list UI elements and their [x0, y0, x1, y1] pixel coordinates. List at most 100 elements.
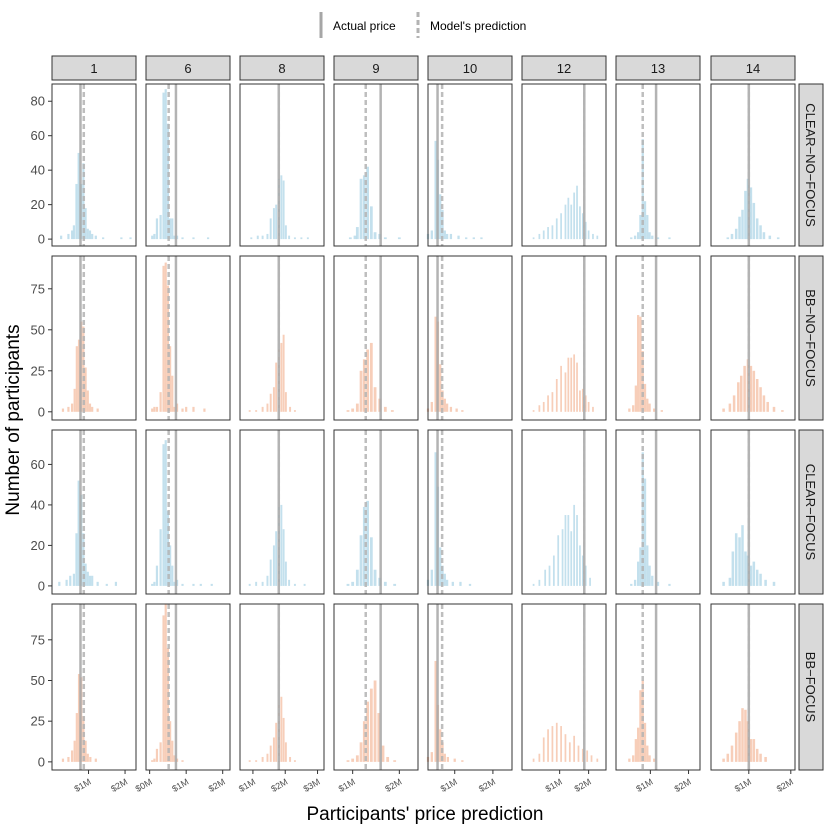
- histogram-bar: [151, 235, 154, 240]
- histogram-bar: [581, 388, 584, 412]
- x-tick-label: $2M: [109, 777, 129, 794]
- panel-background: [522, 256, 606, 420]
- histogram-bar: [551, 726, 554, 762]
- histogram-bar: [439, 547, 442, 586]
- x-tick-label: $0M: [134, 777, 154, 794]
- column-strip-10: [427, 55, 513, 81]
- histogram-bar: [293, 583, 296, 586]
- histogram-bar: [772, 581, 776, 586]
- histogram-bar: [355, 227, 359, 240]
- panel-border: [333, 429, 419, 595]
- histogram-bar: [261, 235, 264, 240]
- histogram-bar: [75, 346, 78, 412]
- histogram-bar: [567, 197, 570, 240]
- histogram-bar: [560, 726, 562, 762]
- histogram-bar: [755, 748, 759, 762]
- histogram-bar: [634, 385, 637, 412]
- histogram-bar: [453, 758, 456, 762]
- panel-border: [333, 255, 419, 421]
- column-strip-label-10: 10: [463, 61, 477, 76]
- histogram-bar: [166, 510, 170, 586]
- x-tick-label: $2M: [775, 777, 795, 794]
- histogram-bar: [738, 216, 741, 240]
- histogram-bar: [570, 357, 573, 412]
- histogram-bar: [293, 760, 296, 762]
- histogram-bar: [153, 233, 156, 240]
- histogram-bar: [155, 748, 159, 762]
- histogram-bar: [206, 237, 210, 240]
- y-tick-label: 50: [31, 322, 45, 337]
- histogram-bar: [275, 204, 278, 240]
- histogram-bar: [555, 722, 558, 762]
- y-tick-label: 40: [31, 163, 45, 178]
- histogram-bar: [272, 737, 275, 762]
- histogram-bar: [734, 228, 738, 240]
- histogram-bar: [192, 406, 195, 412]
- histogram-bar: [171, 565, 174, 586]
- histogram-bar: [256, 235, 259, 240]
- histogram-bar: [386, 756, 390, 762]
- row-strip-label-1: CLEAR−NO−FOCUS: [803, 103, 818, 227]
- histogram-bar: [590, 755, 593, 762]
- histogram-bar: [300, 237, 303, 240]
- histogram-bar: [153, 581, 156, 586]
- y-tick-label: 80: [31, 94, 45, 109]
- histogram-bar: [86, 571, 89, 586]
- histogram-bar: [567, 515, 570, 586]
- histogram-bar: [162, 265, 165, 412]
- histogram-bar: [445, 403, 449, 412]
- histogram-bar: [461, 760, 464, 762]
- histogram-bar: [445, 233, 449, 240]
- y-tick-label: 20: [31, 197, 45, 212]
- panel-border: [145, 429, 231, 595]
- row-strip-label-2: BB−NO−FOCUS: [803, 289, 818, 387]
- histogram-bar: [542, 737, 545, 762]
- panel-r2-c1: [51, 255, 137, 421]
- panel-border: [145, 603, 231, 771]
- histogram-bar: [102, 237, 105, 240]
- histogram-bar: [465, 237, 468, 240]
- y-tick-label: 25: [31, 714, 45, 729]
- histogram-bar: [573, 735, 576, 762]
- histogram-bar: [592, 406, 594, 412]
- histogram-bar: [668, 583, 671, 586]
- y-tick-label: 60: [31, 128, 45, 143]
- histogram-bar: [272, 387, 275, 412]
- x-tick-label: $1M: [237, 777, 257, 794]
- histogram-bar: [91, 406, 94, 412]
- column-strip-label-13: 13: [651, 61, 665, 76]
- histogram-bar: [181, 760, 184, 762]
- histogram-bar: [359, 370, 363, 412]
- histogram-bar: [646, 745, 649, 762]
- histogram-bar: [651, 575, 654, 586]
- histogram-bar: [288, 579, 291, 586]
- histogram-bar: [592, 233, 594, 240]
- panel-grid: 1 6 8 9 10 12 13 14 CLEAR−NO−FOCUS 0 20 40 60 80 BB−NO…: [31, 55, 824, 794]
- histogram-bar: [171, 740, 174, 762]
- histogram-bar: [153, 758, 156, 762]
- y-tick-label: 0: [38, 754, 45, 769]
- histogram-bar: [564, 515, 567, 586]
- x-tick-label: $1M: [73, 777, 93, 794]
- panel-border: [239, 255, 325, 421]
- histogram-bar: [77, 339, 81, 412]
- histogram-bar: [82, 163, 85, 240]
- histogram-bar: [759, 753, 762, 762]
- row-strip-2: [798, 255, 824, 421]
- histogram-bar: [739, 375, 743, 412]
- histogram-bar: [77, 673, 81, 762]
- histogram-bar: [60, 235, 63, 240]
- histogram-bar: [159, 214, 162, 240]
- panel-r1-c8: [239, 83, 325, 247]
- histogram-bar: [351, 758, 355, 762]
- panel-background: [616, 84, 700, 246]
- column-strip-label-9: 9: [372, 61, 379, 76]
- histogram-bar: [120, 237, 123, 240]
- histogram-bar: [443, 573, 446, 586]
- panel-r1-c13: [615, 83, 701, 247]
- row-strip-label-4: BB−FOCUS: [803, 652, 818, 723]
- x-tick-label: $2M: [673, 777, 693, 794]
- histogram-bar: [480, 237, 483, 240]
- column-strip-label-8: 8: [278, 61, 285, 76]
- x-tick-label: $2M: [383, 777, 403, 794]
